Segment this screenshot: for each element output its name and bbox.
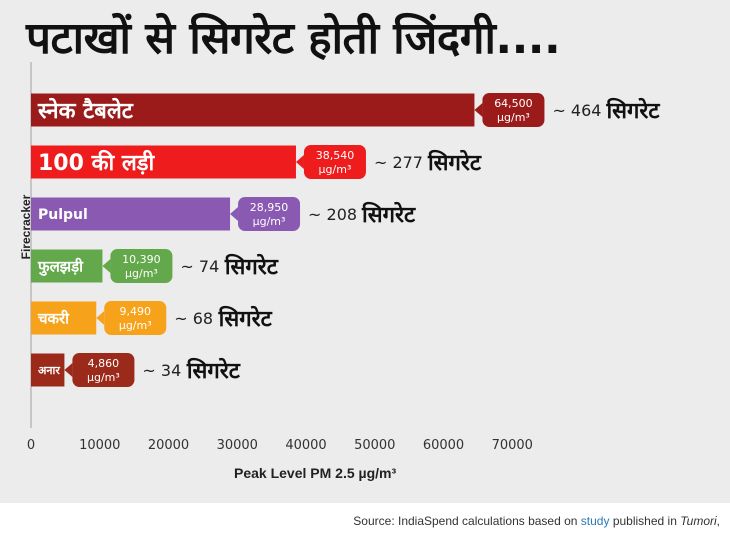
bar-category-label: अनार (38, 364, 60, 377)
x-tick-label: 0 (27, 438, 35, 453)
value-unit: µg/m³ (125, 267, 158, 280)
value-unit: µg/m³ (319, 163, 352, 176)
x-axis-label: Peak Level PM 2.5 µg/m³ (234, 465, 397, 481)
cigarette-count: ~ 68 (174, 309, 213, 328)
chart-panel: पटाखों से सिगरेट होती जिंदगी.... Firecra… (0, 0, 730, 503)
x-tick-label: 40000 (285, 438, 326, 453)
value-callout (72, 353, 135, 387)
cigarette-word: सिगरेट (186, 357, 241, 384)
journal-name: Tumori (680, 514, 717, 528)
callout-pointer (96, 311, 105, 325)
x-tick-label: 60000 (423, 438, 464, 453)
bar (31, 145, 296, 179)
bar (31, 301, 97, 335)
study-link[interactable]: study (580, 514, 610, 528)
chart-title: पटाखों से सिगरेट होती जिंदगी.... (26, 13, 561, 64)
bar-category-label: Pulpul (38, 207, 88, 223)
callout-pointer (102, 259, 111, 273)
cigarette-word: सिगरेट (224, 253, 279, 280)
bar-category-label: चकरी (37, 309, 70, 327)
bar (31, 93, 475, 127)
callout-pointer (230, 207, 239, 221)
cigarette-count: ~ 74 (180, 257, 219, 276)
x-tick-label: 20000 (148, 438, 189, 453)
source-middle: published in (609, 514, 681, 528)
callout-pointer (64, 363, 73, 377)
value-unit: µg/m³ (253, 215, 286, 228)
source-note: Source: IndiaSpend calculations based on… (353, 514, 720, 528)
cigarette-count: ~ 277 (374, 153, 423, 172)
value-label: 38,540 (316, 149, 355, 162)
x-tick-label: 50000 (354, 438, 395, 453)
x-tick-label: 70000 (492, 438, 533, 453)
bar-chart: 0 10000 20000 30000 40000 50000 60000 70000 स्न… (27, 62, 660, 453)
value-label: 64,500 (494, 97, 533, 110)
value-label: 9,490 (119, 305, 151, 318)
callout-pointer (295, 155, 304, 169)
value-callout (110, 249, 173, 283)
cigarette-count: ~ 34 (142, 361, 181, 380)
callout-pointer (474, 103, 483, 117)
source-suffix: , (716, 514, 720, 528)
cigarette-word: सिगरेट (361, 201, 416, 228)
bar (31, 197, 231, 231)
value-label: 10,390 (122, 253, 161, 266)
cigarette-word: सिगरेट (218, 305, 273, 332)
value-callout (238, 197, 301, 231)
x-tick-label: 10000 (79, 438, 120, 453)
bar (31, 353, 65, 387)
x-tick-label: 30000 (217, 438, 258, 453)
cigarette-word: सिगरेट (605, 97, 660, 124)
cigarette-count: ~ 464 (552, 101, 601, 120)
bar-category-label: स्नेक टैबलेट (37, 97, 134, 124)
cigarette-word: सिगरेट (427, 149, 482, 176)
source-prefix: Source: IndiaSpend calculations based on (353, 514, 581, 528)
value-label: 4,860 (88, 357, 120, 370)
bar-category-label: फुलझड़ी (37, 257, 84, 276)
value-callout (482, 93, 545, 127)
cigarette-count: ~ 208 (308, 205, 357, 224)
value-unit: µg/m³ (119, 319, 152, 332)
bar-category-label: 100 की लड़ी (38, 149, 156, 176)
value-label: 28,950 (250, 201, 289, 214)
value-callout (104, 301, 167, 335)
bar (31, 249, 103, 283)
value-callout (303, 145, 366, 179)
value-unit: µg/m³ (87, 371, 120, 384)
value-unit: µg/m³ (497, 111, 530, 124)
